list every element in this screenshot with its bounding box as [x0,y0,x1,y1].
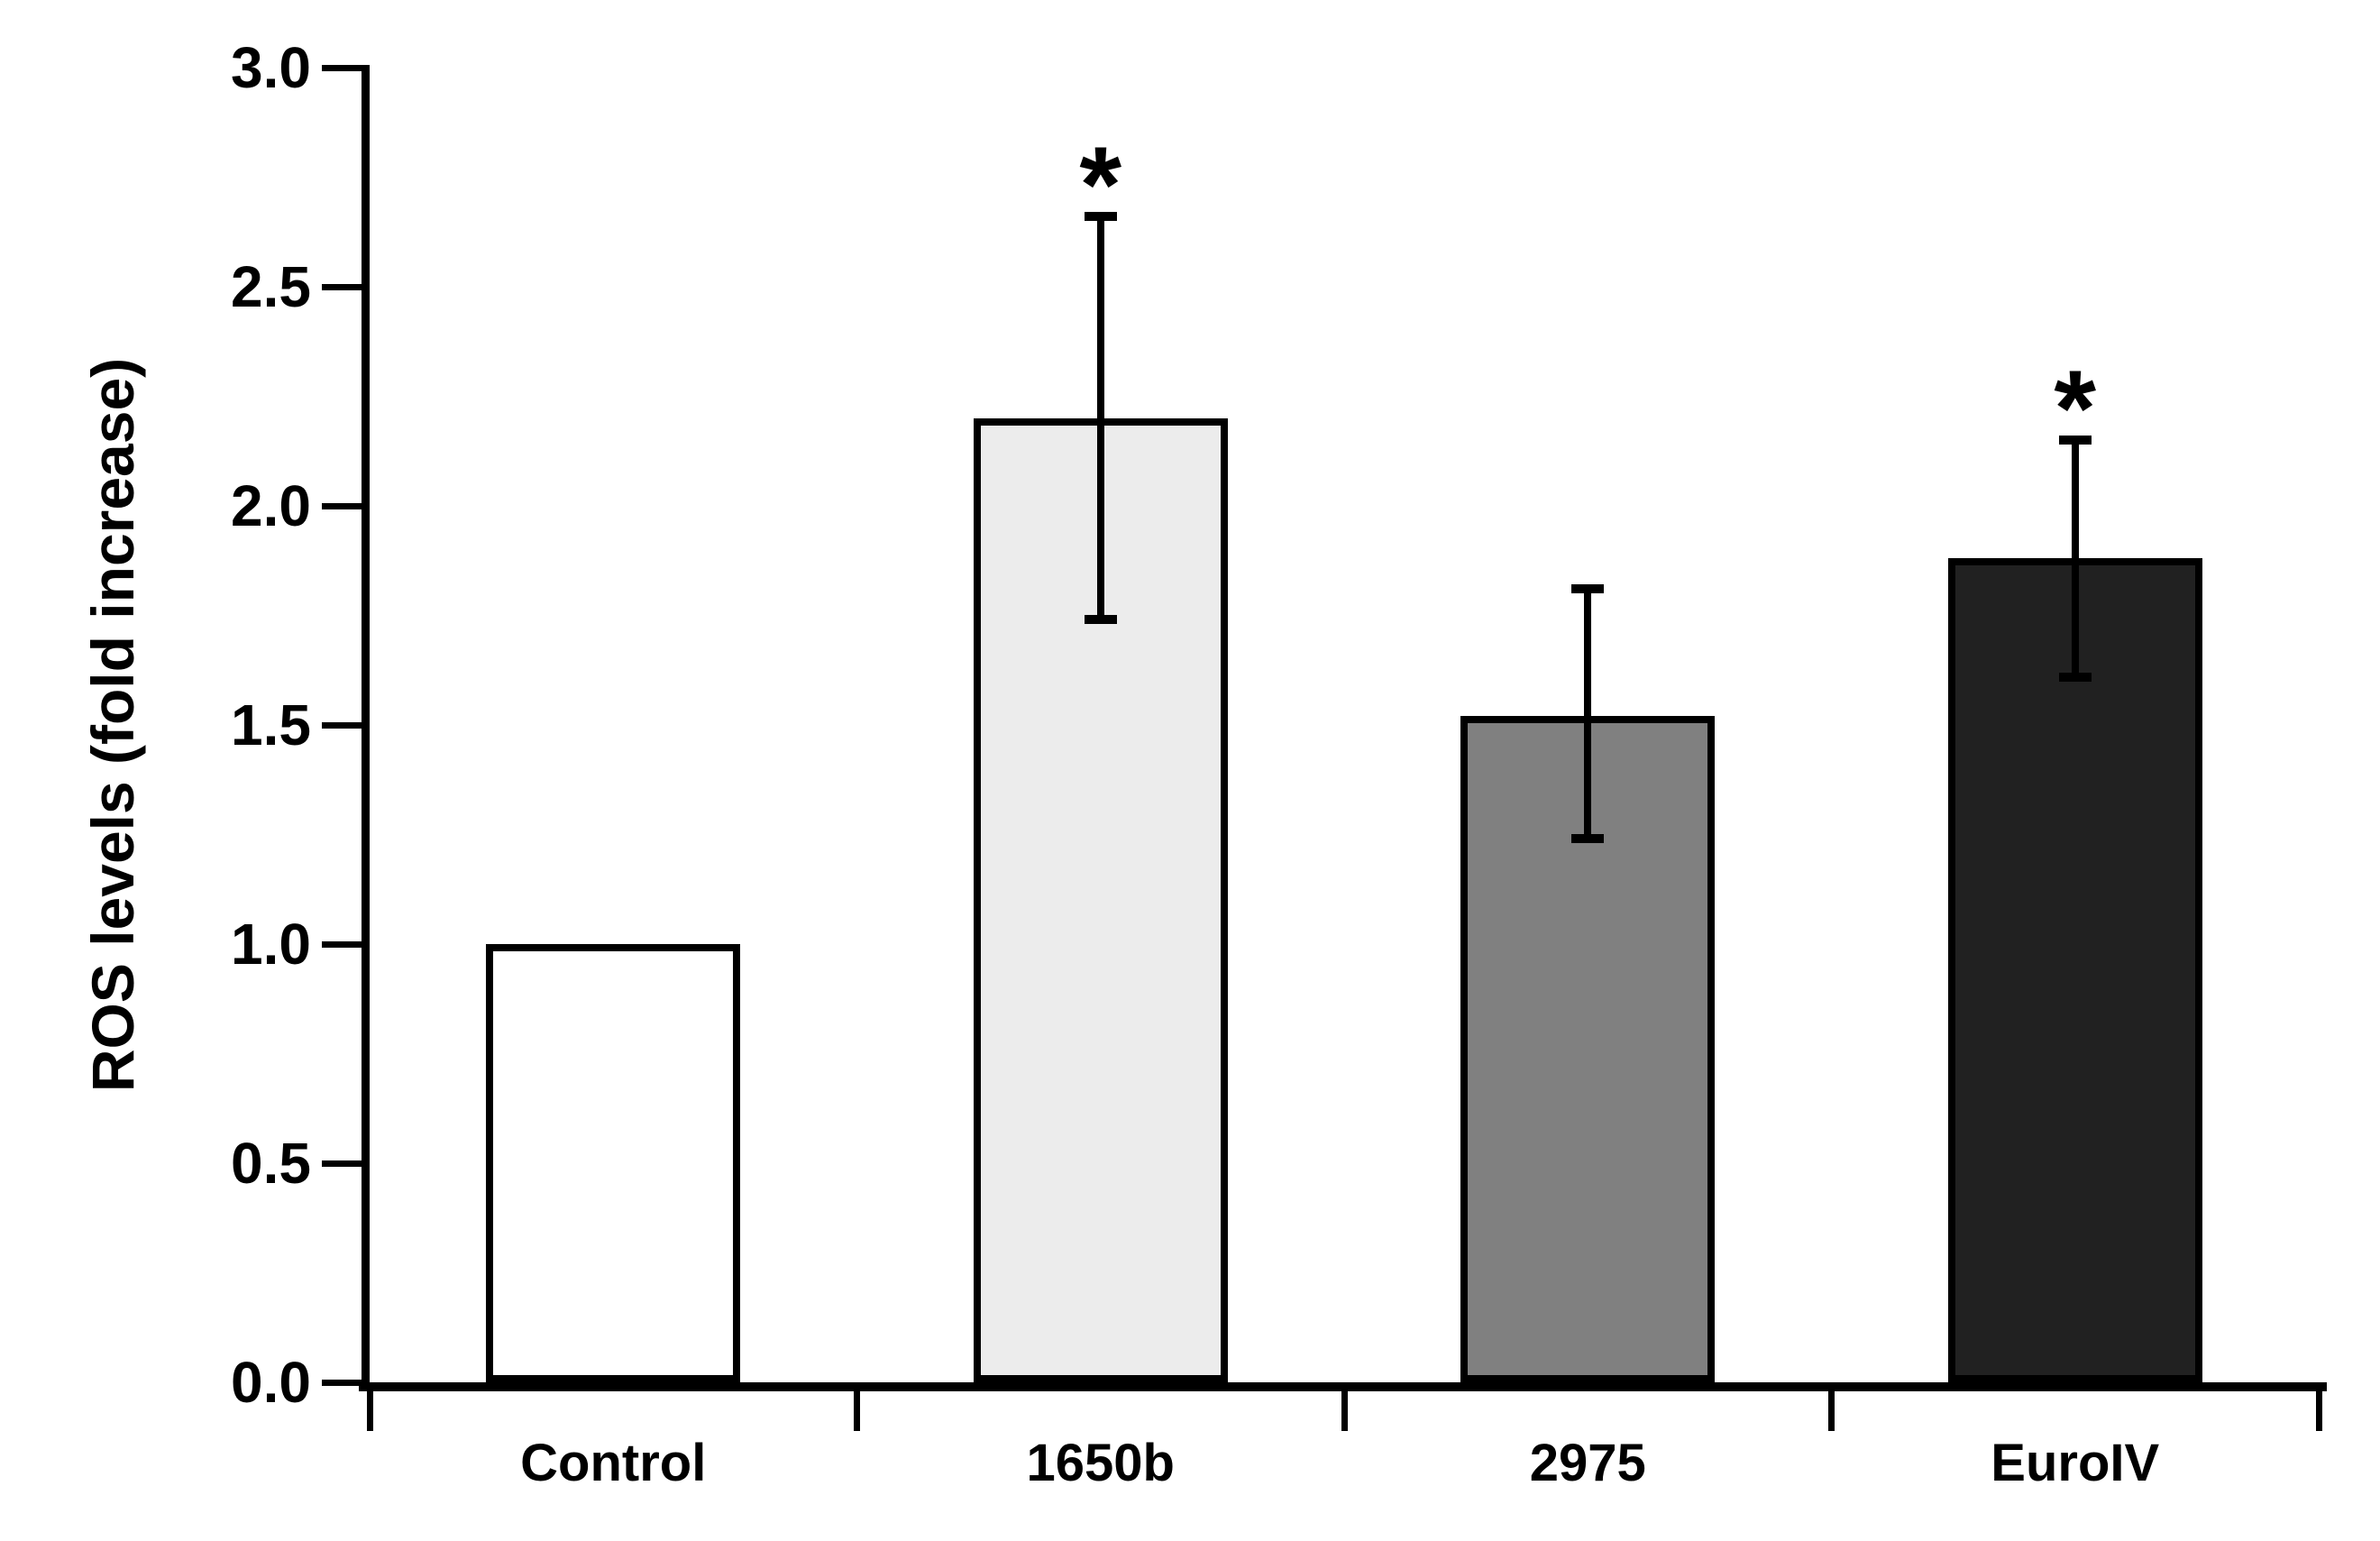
y-axis-line [362,68,370,1391]
significance-star-euroiv: * [2054,348,2097,470]
x-tick [366,1382,373,1431]
error-bar-2975-top-cap [1571,584,1605,594]
y-tick [322,721,370,729]
error-bar-1650b-top-cap [1084,212,1117,222]
y-tick-label: 0.0 [231,1350,311,1415]
y-tick [322,1160,370,1167]
y-tick-label: 2.5 [231,254,311,319]
error-bar-1650b-bottom-cap [1084,615,1117,625]
y-tick-label: 0.5 [231,1131,311,1196]
y-tick-label: 2.0 [231,473,311,538]
x-tick [854,1382,860,1431]
y-tick [322,64,370,71]
y-tick-label: 3.0 [231,35,311,100]
x-axis-label-euroiv: EuroIV [1991,1434,2160,1492]
x-tick [1828,1382,1835,1431]
error-bar-2975-bottom-cap [1571,834,1605,844]
x-axis-label-control: Control [520,1434,707,1492]
y-tick-label: 1.5 [231,693,311,757]
y-tick [322,283,370,290]
x-tick [2315,1382,2322,1431]
bar-euroiv [1947,558,2202,1382]
x-tick [1341,1382,1348,1431]
x-axis-label-2975: 2975 [1529,1434,1646,1492]
error-bar-euroiv-bottom-cap [2058,672,2092,682]
significance-star-1650b: * [1079,124,1122,246]
error-bar-euroiv-top-cap [2058,436,2092,445]
error-bar-1650b [1096,216,1104,620]
bar-control [486,944,741,1382]
y-tick [322,940,370,948]
x-axis-label-1650b: 1650b [1026,1434,1175,1492]
y-tick [322,1379,370,1386]
error-bar-2975 [1584,589,1592,839]
error-bar-euroiv [2071,440,2079,677]
y-tick [322,502,370,509]
y-tick-label: 1.0 [231,912,311,977]
